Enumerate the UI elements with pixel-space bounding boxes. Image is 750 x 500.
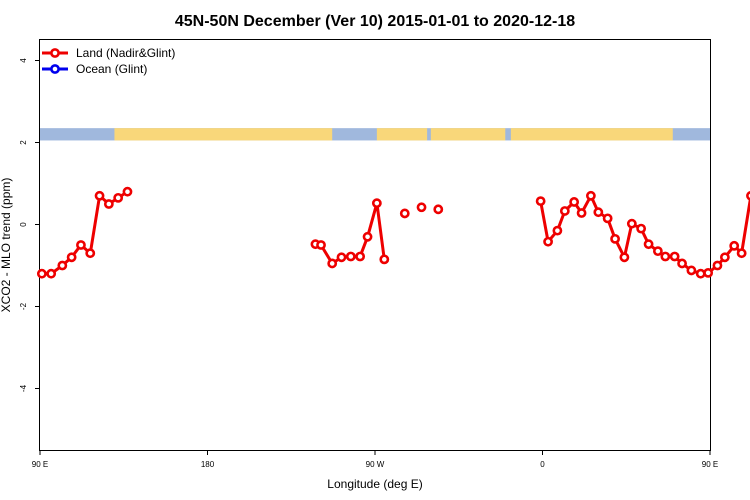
data-point xyxy=(371,198,382,209)
data-point xyxy=(626,218,637,229)
land-band-segment xyxy=(510,128,673,141)
series-line xyxy=(41,190,129,276)
data-point xyxy=(686,265,697,276)
land-ocean-band xyxy=(40,128,710,141)
data-point xyxy=(535,196,546,207)
data-point xyxy=(336,252,347,263)
data-point xyxy=(66,252,77,263)
plot-frame xyxy=(39,39,711,451)
data-point xyxy=(695,268,706,279)
y-tick-label: -2 xyxy=(19,302,28,310)
x-tick-label: 0 xyxy=(540,460,545,469)
data-point xyxy=(113,192,124,203)
y-axis-label: XCO2 - MLO trend (ppm) xyxy=(0,178,13,313)
data-point xyxy=(76,240,86,250)
y-axis: 4 2 0 -2 -4 xyxy=(19,58,40,392)
series-0 xyxy=(36,186,750,279)
y-tick-label: -4 xyxy=(19,384,28,392)
legend: Land (Nadir&Glint) Ocean (Glint) xyxy=(42,46,175,76)
land-band-segment xyxy=(114,128,333,141)
data-point xyxy=(46,268,57,279)
data-point xyxy=(636,223,647,234)
data-point xyxy=(619,252,630,263)
data-point xyxy=(593,207,604,218)
data-point xyxy=(610,233,620,244)
data-point xyxy=(576,208,587,218)
data-point xyxy=(729,240,740,251)
data-point xyxy=(660,251,671,262)
land-band-segment xyxy=(376,128,428,141)
data-point xyxy=(602,213,613,224)
x-axis-label: Longitude (deg E) xyxy=(327,477,422,491)
land-band-segment xyxy=(430,128,506,141)
data-point xyxy=(703,267,714,278)
y-tick-label: 0 xyxy=(19,222,28,227)
legend-label: Land (Nadir&Glint) xyxy=(76,46,175,60)
data-point xyxy=(327,258,338,269)
data-point xyxy=(433,204,444,215)
data-point xyxy=(103,199,114,209)
data-point xyxy=(559,206,570,216)
data-point xyxy=(36,268,47,279)
data-point xyxy=(669,251,680,262)
data-point xyxy=(345,251,356,262)
data-point xyxy=(85,248,96,259)
x-tick-label: 90 E xyxy=(32,460,48,469)
data-point xyxy=(736,248,747,259)
data-point xyxy=(355,251,366,262)
data-point xyxy=(94,190,105,201)
data-point xyxy=(57,260,68,271)
data-point xyxy=(677,258,687,269)
data-point xyxy=(569,197,580,207)
data-point xyxy=(712,260,723,271)
data-point xyxy=(643,239,654,250)
data-point xyxy=(416,202,427,213)
data-point xyxy=(552,225,563,236)
data-point xyxy=(719,252,730,263)
data-point xyxy=(316,240,326,250)
legend-label: Ocean (Glint) xyxy=(76,62,147,76)
data-point xyxy=(362,231,373,242)
x-tick-label: 90 E xyxy=(702,460,718,469)
chart-title: 45N-50N December (Ver 10) 2015-01-01 to … xyxy=(175,13,575,30)
data-point xyxy=(585,190,596,201)
data-point xyxy=(543,236,553,247)
y-tick-label: 2 xyxy=(19,140,28,145)
data-point xyxy=(652,246,663,257)
legend-marker xyxy=(50,64,60,74)
legend-marker xyxy=(50,48,60,58)
x-tick-label: 180 xyxy=(201,460,215,469)
series-layer xyxy=(36,186,750,279)
data-point xyxy=(399,208,410,219)
x-tick-label: 90 W xyxy=(366,460,385,469)
data-point xyxy=(122,186,133,197)
data-point xyxy=(746,190,750,201)
y-tick-label: 4 xyxy=(19,58,28,63)
data-point xyxy=(379,254,390,265)
